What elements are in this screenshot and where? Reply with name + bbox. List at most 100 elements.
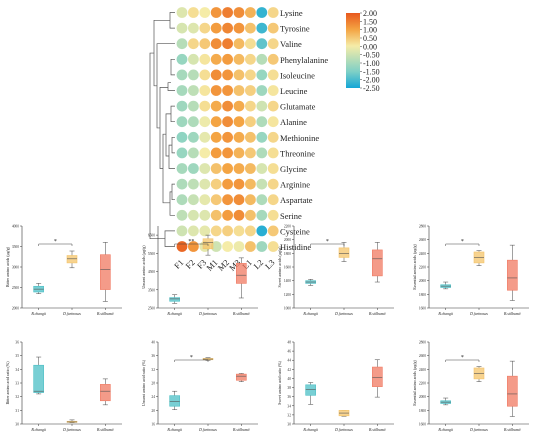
significance-label: * [190,355,193,361]
heatmap-row-label: Leucine [280,86,308,96]
box-iqr [236,263,247,284]
heatmap-cell [245,147,256,159]
heatmap-cell [256,53,268,65]
box-iqr [169,395,180,407]
heatmap-cell [199,22,211,34]
heatmap-row-label: Aspartate [280,195,313,205]
heatmap-row-label: Alanine [280,117,307,127]
heatmap-cell [233,100,245,112]
y-tick-label: 2500 [148,307,155,311]
y-tick-label: 2000 [12,307,19,311]
heatmap-cell [267,85,279,96]
significance-label: * [461,239,464,245]
y-tick-label: 36 [287,395,291,399]
colorbar-tick-label: -1.00 [363,59,380,68]
heatmap-cell [188,225,199,237]
x-tick-label: B.stilbumii [233,312,250,316]
heatmap-cell [256,131,268,143]
heatmap-cell [256,69,268,81]
y-tick-label: 40 [287,377,291,381]
heatmap-cell [176,85,188,96]
heatmap-cell [176,100,188,112]
heatmap-cell [267,131,279,143]
dendrogram-branch [165,113,171,157]
heatmap-row-label: Isoleucine [280,70,315,80]
heatmap-row-label: Histidine [280,242,311,252]
heatmap-cell [256,147,268,159]
heatmap-cell [188,69,199,81]
heatmap-cell [210,147,222,159]
heatmap-cell [222,241,234,252]
heatmap-cell [222,131,234,143]
heatmap-cell [188,7,199,18]
heatmap-cell [233,225,245,237]
x-tick-label: B.stilbumii [97,312,114,316]
y-tick-label: 1800 [419,293,426,297]
y-axis-label: Bitter amino acid ratio (%) [5,361,10,405]
heatmap-cell [267,178,279,190]
boxplot-panel: 30 32 34 36 38 40 42 44 46 48 Sweet amino acid rat… [277,341,394,432]
colorbar-bar [346,13,360,88]
y-tick-label: 1200 [284,293,291,297]
significance-bracket [445,243,480,246]
dendrogram-branch [168,144,175,169]
heatmap-cell [256,38,268,50]
significance-bracket [445,359,480,362]
heatmap-cell [256,85,268,96]
x-tick-label: D.farinosus [198,312,217,316]
y-tick-label: 2400 [419,368,426,372]
heatmap-cell [267,225,279,237]
heatmap-cell [233,241,245,252]
x-tick-label: B.stilbumii [369,428,386,432]
colorbar-tick-label: -1.50 [363,67,380,76]
heatmap-cell [256,7,268,18]
heatmap-cell [245,69,256,81]
y-axis-label: Essential amino acids (μg/g) [412,244,417,290]
box-iqr [507,259,518,291]
heatmap-cell [245,178,256,190]
box-iqr [66,255,78,264]
y-tick-label: 1400 [284,279,291,283]
heatmap-cell [233,85,245,96]
y-tick-label: 4500 [148,270,155,274]
heatmap-cell [267,163,279,174]
heatmap-cell [188,131,199,143]
heatmap-cell [210,100,222,112]
dendrogram-branch [164,230,175,247]
heatmap-cell [222,147,234,159]
heatmap-row-label: Valine [280,39,302,49]
heatmap-cell [188,38,199,50]
heatmap-cell [245,22,256,34]
heatmap-cell [222,7,234,18]
heatmap-cell [222,209,234,221]
heatmap-cell [199,178,211,190]
heatmap-cell [188,53,199,65]
y-tick-label: 32 [151,368,155,372]
dendrogram-branch [171,183,175,201]
dendrogram-branch [170,58,175,76]
dendrogram-branch [171,136,175,154]
y-tick-label: 3500 [148,288,155,292]
heatmap-cell [256,22,268,34]
heatmap-cell [256,178,268,190]
heatmap-row-label: Tyrosine [280,24,310,34]
y-tick-label: 36 [151,354,155,358]
y-tick-label: 36 [15,341,19,345]
heatmap-cell [176,225,188,237]
boxplot-grid: 2000 2500 3000 3500 4000 Bitter amino acids (… [5,225,529,432]
y-axis-label: Sweet amino acids (μg/g) [277,246,282,288]
heatmap-cell [222,85,234,96]
y-tick-label: 31 [15,409,19,413]
heatmap-cell [267,209,279,221]
colorbar-tick-label: 0.50 [363,34,377,43]
y-tick-label: 46 [287,350,291,354]
boxplot-panel: 2500 3500 4500 5500 6500 Umami amino acids (μ… [141,226,258,316]
heatmap-cell [199,38,211,50]
significance-label: ** [188,239,194,245]
heatmap-cell [267,194,279,206]
y-axis-label: Sweet amino acid ratio (%) [277,360,282,404]
heatmap-cell [256,241,268,252]
heatmap-cell [222,38,234,50]
dendrogram-branch [149,52,165,240]
y-tick-label: 32 [15,395,19,399]
